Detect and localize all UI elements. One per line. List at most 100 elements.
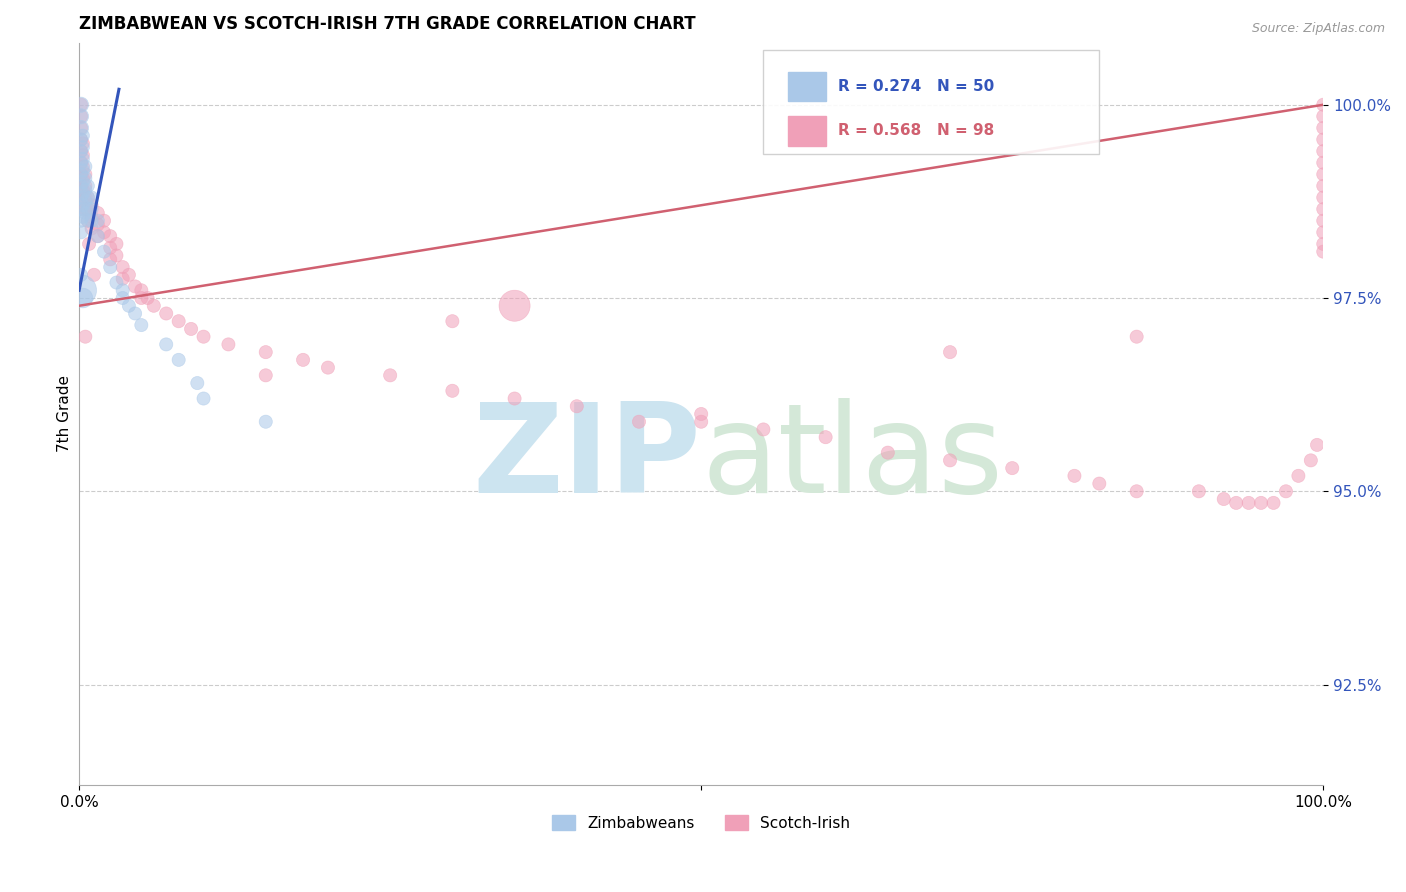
- Point: [254, 415, 277, 429]
- Point: [76, 213, 98, 227]
- Text: R = 0.568   N = 98: R = 0.568 N = 98: [838, 123, 994, 138]
- FancyBboxPatch shape: [763, 50, 1099, 154]
- Point: [75, 167, 97, 181]
- Point: [75, 160, 97, 174]
- Point: [72, 128, 94, 143]
- Point: [70, 109, 93, 123]
- Point: [72, 291, 94, 305]
- Point: [72, 171, 94, 186]
- Point: [70, 202, 93, 216]
- Point: [93, 213, 115, 227]
- Text: R = 0.274   N = 50: R = 0.274 N = 50: [838, 78, 994, 94]
- Point: [1312, 213, 1334, 227]
- Point: [70, 132, 93, 146]
- Point: [1286, 468, 1309, 483]
- Point: [75, 178, 97, 193]
- Point: [83, 268, 105, 282]
- Point: [87, 229, 110, 244]
- Point: [1312, 109, 1334, 123]
- Point: [142, 299, 165, 313]
- Point: [1212, 491, 1234, 506]
- Point: [70, 283, 93, 297]
- Point: [105, 248, 128, 262]
- Point: [155, 306, 177, 320]
- Point: [1263, 496, 1285, 510]
- Point: [70, 144, 93, 158]
- Point: [939, 345, 962, 359]
- Point: [316, 360, 339, 375]
- Point: [118, 268, 141, 282]
- Point: [1250, 496, 1272, 510]
- Point: [93, 225, 115, 239]
- Point: [87, 218, 110, 232]
- Point: [111, 283, 134, 297]
- Point: [76, 190, 98, 204]
- Point: [1312, 178, 1334, 193]
- Point: [1001, 461, 1024, 475]
- Point: [72, 186, 94, 201]
- Point: [87, 213, 110, 227]
- Point: [565, 399, 588, 413]
- Point: [72, 210, 94, 224]
- Point: [72, 140, 94, 154]
- Point: [939, 453, 962, 467]
- Point: [111, 291, 134, 305]
- Point: [876, 445, 898, 459]
- Text: ZIMBABWEAN VS SCOTCH-IRISH 7TH GRADE CORRELATION CHART: ZIMBABWEAN VS SCOTCH-IRISH 7TH GRADE COR…: [79, 15, 696, 33]
- Point: [98, 260, 121, 274]
- Point: [441, 314, 464, 328]
- Point: [1312, 167, 1334, 181]
- Point: [70, 97, 93, 112]
- Point: [1312, 225, 1334, 239]
- Point: [72, 160, 94, 174]
- Point: [193, 329, 215, 343]
- Point: [70, 190, 93, 204]
- Point: [72, 136, 94, 151]
- Point: [76, 178, 98, 193]
- Point: [118, 299, 141, 313]
- Point: [80, 190, 103, 204]
- Point: [1299, 453, 1322, 467]
- Point: [1188, 484, 1211, 499]
- Bar: [789, 116, 825, 145]
- Legend: Zimbabweans, Scotch-Irish: Zimbabweans, Scotch-Irish: [546, 809, 856, 837]
- Point: [75, 190, 97, 204]
- Text: ZIP: ZIP: [472, 398, 702, 519]
- Point: [292, 352, 315, 367]
- Point: [1237, 496, 1260, 510]
- Point: [180, 322, 202, 336]
- Point: [131, 291, 153, 305]
- Point: [111, 260, 134, 274]
- Point: [72, 198, 94, 212]
- Point: [1312, 132, 1334, 146]
- Point: [70, 144, 93, 158]
- Point: [254, 345, 277, 359]
- Point: [155, 337, 177, 351]
- Point: [80, 213, 103, 227]
- Point: [72, 148, 94, 162]
- Text: Source: ZipAtlas.com: Source: ZipAtlas.com: [1251, 22, 1385, 36]
- Point: [124, 306, 146, 320]
- Point: [70, 132, 93, 146]
- Point: [80, 202, 103, 216]
- Point: [76, 213, 98, 227]
- Point: [72, 183, 94, 197]
- Point: [1088, 476, 1111, 491]
- Point: [75, 206, 97, 220]
- Point: [70, 178, 93, 193]
- Point: [167, 352, 190, 367]
- Point: [136, 291, 159, 305]
- Point: [627, 415, 650, 429]
- Point: [70, 109, 93, 123]
- Point: [80, 198, 103, 212]
- Point: [105, 236, 128, 251]
- Point: [1306, 438, 1329, 452]
- Point: [167, 314, 190, 328]
- Point: [93, 244, 115, 259]
- Point: [80, 210, 103, 224]
- Point: [1125, 484, 1147, 499]
- Point: [1312, 190, 1334, 204]
- Point: [70, 268, 93, 282]
- Point: [105, 276, 128, 290]
- Point: [378, 368, 401, 383]
